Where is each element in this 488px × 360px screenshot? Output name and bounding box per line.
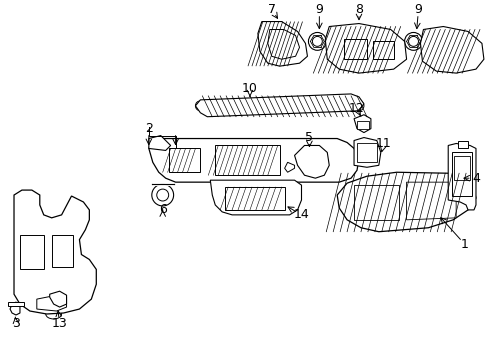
Circle shape bbox=[195, 101, 205, 111]
Polygon shape bbox=[453, 156, 469, 180]
Text: 10: 10 bbox=[242, 82, 257, 95]
Text: 8: 8 bbox=[354, 3, 362, 16]
Text: 4: 4 bbox=[471, 172, 479, 185]
Polygon shape bbox=[356, 144, 376, 162]
Polygon shape bbox=[325, 23, 406, 73]
Polygon shape bbox=[224, 187, 284, 210]
Text: 3: 3 bbox=[12, 318, 20, 330]
Text: 12: 12 bbox=[348, 102, 364, 115]
Polygon shape bbox=[52, 235, 73, 267]
Text: 11: 11 bbox=[375, 137, 391, 150]
Polygon shape bbox=[8, 302, 24, 306]
Polygon shape bbox=[168, 148, 200, 172]
Text: 5: 5 bbox=[305, 131, 313, 144]
Polygon shape bbox=[257, 22, 307, 66]
Polygon shape bbox=[337, 172, 475, 232]
Circle shape bbox=[308, 32, 325, 50]
Circle shape bbox=[157, 189, 168, 201]
Text: 9: 9 bbox=[414, 3, 422, 16]
Text: 6: 6 bbox=[159, 203, 166, 216]
Circle shape bbox=[353, 101, 363, 111]
Circle shape bbox=[58, 285, 65, 293]
Polygon shape bbox=[451, 152, 471, 196]
Polygon shape bbox=[406, 182, 455, 220]
Text: 1: 1 bbox=[460, 238, 468, 251]
Text: 7: 7 bbox=[267, 3, 275, 16]
Polygon shape bbox=[148, 139, 358, 182]
Polygon shape bbox=[447, 144, 475, 210]
Circle shape bbox=[151, 184, 173, 206]
Text: 14: 14 bbox=[293, 208, 309, 221]
Polygon shape bbox=[37, 295, 66, 311]
Polygon shape bbox=[195, 94, 363, 117]
Circle shape bbox=[304, 156, 318, 169]
Polygon shape bbox=[210, 180, 301, 215]
Polygon shape bbox=[14, 190, 96, 314]
Circle shape bbox=[404, 32, 422, 50]
Polygon shape bbox=[20, 235, 43, 269]
Polygon shape bbox=[353, 115, 370, 132]
Polygon shape bbox=[457, 140, 467, 148]
Polygon shape bbox=[148, 136, 170, 150]
Polygon shape bbox=[353, 138, 380, 167]
Text: 9: 9 bbox=[315, 3, 323, 16]
Circle shape bbox=[408, 36, 418, 46]
Polygon shape bbox=[10, 302, 20, 315]
Text: 2: 2 bbox=[144, 122, 152, 135]
Polygon shape bbox=[344, 39, 366, 59]
Circle shape bbox=[26, 283, 38, 295]
Polygon shape bbox=[356, 121, 368, 129]
Polygon shape bbox=[372, 41, 393, 59]
Polygon shape bbox=[215, 145, 279, 175]
Polygon shape bbox=[50, 291, 66, 307]
Polygon shape bbox=[284, 162, 294, 172]
Polygon shape bbox=[420, 27, 483, 73]
Text: 13: 13 bbox=[52, 318, 67, 330]
Ellipse shape bbox=[46, 309, 61, 319]
Polygon shape bbox=[294, 145, 328, 178]
Polygon shape bbox=[267, 30, 299, 59]
Circle shape bbox=[312, 36, 322, 46]
Polygon shape bbox=[353, 185, 398, 220]
